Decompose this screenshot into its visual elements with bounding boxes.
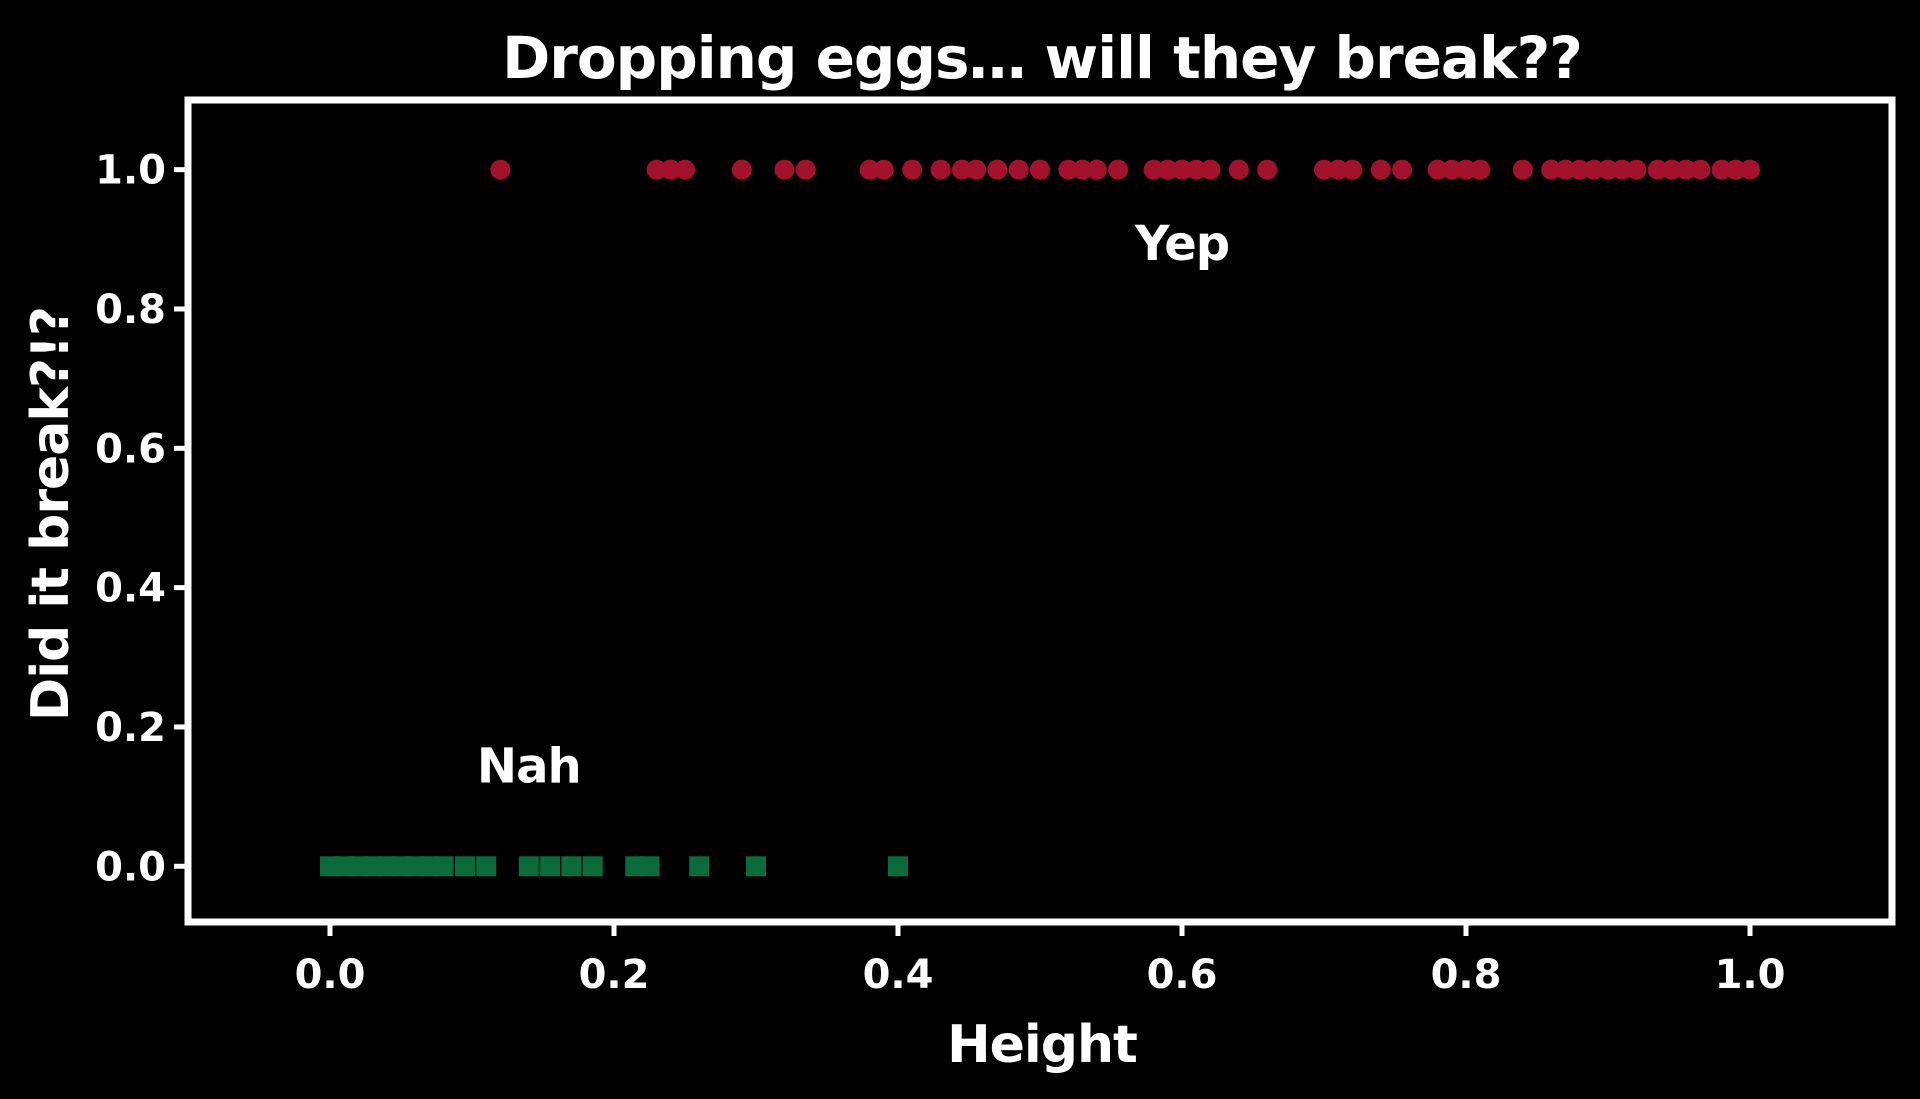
x-tick-label: 0.0 (295, 952, 366, 998)
scatter-point (774, 159, 795, 180)
scatter-point (731, 159, 752, 180)
x-axis: 0.0 0.2 0.4 0.6 0.8 1.0 (295, 922, 1786, 998)
scatter-point (951, 159, 972, 180)
scatter-point (1328, 159, 1349, 180)
x-tick-label: 0.6 (1147, 952, 1218, 998)
x-tick-label: 0.4 (863, 952, 934, 998)
scatter-point (1157, 159, 1178, 180)
scatter-point (1228, 159, 1249, 180)
y-tick-label: 0.6 (95, 426, 166, 472)
scatter-point (1172, 159, 1192, 180)
scatter-point (1427, 159, 1448, 180)
scatter-point (746, 856, 766, 877)
scatter-point (1072, 159, 1093, 180)
scatter-point (1030, 159, 1050, 180)
scatter-point (582, 856, 603, 877)
y-tick-label: 0.0 (95, 844, 166, 890)
scatter-point (454, 856, 475, 877)
scatter-point (1711, 159, 1732, 180)
y-tick-label: 0.4 (95, 566, 166, 612)
scatter-point (1569, 159, 1590, 180)
scatter-point (930, 159, 951, 180)
scatter-point (433, 856, 454, 877)
scatter-point (1342, 159, 1363, 180)
y-tick-label: 0.2 (95, 705, 166, 751)
scatter-point (540, 856, 561, 877)
scatter-point (639, 856, 660, 877)
scatter-point (888, 856, 908, 877)
scatter-point (1676, 159, 1697, 180)
scatter-point (1143, 159, 1164, 180)
scatter-point (1512, 159, 1533, 180)
scatter-point (1598, 159, 1618, 180)
scatter-point (1647, 159, 1668, 180)
scatter-point (1470, 159, 1491, 180)
x-tick-label: 0.2 (579, 952, 650, 998)
scatter-point (1725, 159, 1746, 180)
scatter-point (1541, 159, 1562, 180)
scatter-point (1441, 159, 1462, 180)
y-tick-label: 0.8 (95, 287, 166, 333)
plot-frame (184, 96, 1896, 926)
scatter-point (1612, 159, 1633, 180)
scatter-point (1314, 159, 1334, 180)
scatter-point (859, 159, 880, 180)
annotations-layer: Yep Nah (477, 216, 1230, 795)
scatter-point (1257, 159, 1278, 180)
scatter-point (518, 856, 539, 877)
scatter-point (1555, 159, 1576, 180)
x-tick-label: 1.0 (1715, 952, 1786, 998)
scatter-point (1661, 159, 1682, 180)
scatter-point (1086, 159, 1107, 180)
scatter-point (476, 856, 497, 877)
x-axis-label: Height (947, 1015, 1137, 1075)
scatter-point (987, 159, 1008, 180)
scatter-point (1008, 159, 1029, 180)
scatter-point (1370, 159, 1391, 180)
scatter-point (873, 159, 894, 180)
scatter-point (1186, 159, 1207, 180)
chart-annotation: Nah (477, 739, 581, 795)
scatter-point (675, 159, 695, 180)
scatter-point (1626, 159, 1647, 180)
scatter-point (660, 159, 681, 180)
scatter-point (561, 856, 582, 877)
scatter-point (1058, 159, 1079, 180)
chart-annotation: Yep (1134, 216, 1229, 272)
scatter-point (1392, 159, 1413, 180)
y-axis-label: Did it break?!? (21, 307, 81, 721)
scatter-point (490, 159, 511, 180)
scatter-point (1740, 159, 1760, 180)
scatter-point (1108, 159, 1129, 180)
scatter-point (689, 856, 710, 877)
scatter-point (1456, 159, 1476, 180)
y-tick-label: 1.0 (95, 148, 166, 194)
scatter-point (646, 159, 667, 180)
points-layer (320, 159, 1760, 877)
chart-title: Dropping eggs… will they break?? (502, 24, 1582, 92)
scatter-point (902, 159, 923, 180)
scatter-point (1200, 159, 1221, 180)
scatter-point (1690, 159, 1711, 180)
scatter-point (795, 159, 816, 180)
y-axis: 0.0 0.2 0.4 0.6 0.8 1.0 (95, 148, 188, 890)
x-tick-label: 0.8 (1431, 952, 1502, 998)
scatter-point (1583, 159, 1604, 180)
scatter-point (966, 159, 987, 180)
